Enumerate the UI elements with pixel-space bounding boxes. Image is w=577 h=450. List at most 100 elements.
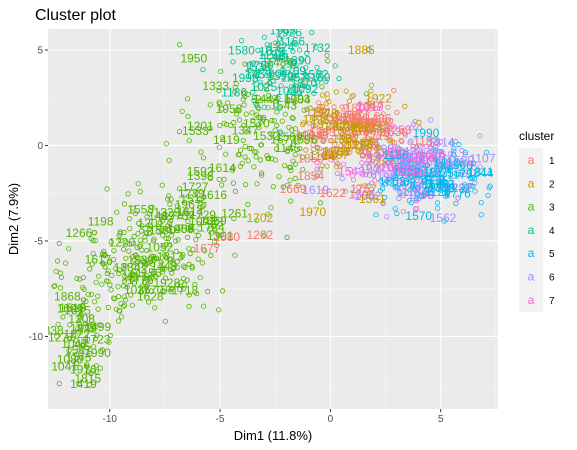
- cluster-3-point: [199, 260, 205, 266]
- cluster-4-point-label: 1390: [267, 69, 294, 83]
- cluster-2-point: [340, 131, 346, 137]
- cluster-6-point-label: 1599: [447, 154, 474, 168]
- cluster-3-point: [88, 291, 95, 297]
- cluster-3-point: [169, 270, 175, 276]
- legend-title: cluster: [519, 129, 554, 143]
- cluster-2-point-label: 1361: [351, 121, 378, 135]
- cluster-3-point: [99, 281, 105, 287]
- cluster-3-point: [324, 52, 330, 59]
- cluster-2-point: [362, 136, 368, 142]
- cluster-3-point: [205, 288, 211, 294]
- cluster-3-point: [202, 248, 208, 254]
- cluster-7-point-label: 1650: [400, 165, 427, 179]
- cluster-2-point: [325, 126, 331, 132]
- cluster-3-point: [166, 193, 172, 199]
- cluster-3-point: [101, 261, 107, 267]
- cluster-3-point: [184, 277, 190, 283]
- cluster-3-point-label: 1673: [270, 133, 297, 147]
- cluster-3-point: [139, 247, 145, 253]
- cluster-3-point: [274, 109, 280, 115]
- cluster-3-point: [201, 303, 207, 309]
- cluster-3-point: [163, 141, 169, 147]
- cluster-3-point-label: 1592: [187, 164, 214, 178]
- cluster-3-point-label: 1080: [57, 353, 84, 367]
- cluster-2-point: [342, 120, 349, 126]
- cluster-5-point: [413, 161, 419, 167]
- cluster-4-point: [284, 96, 290, 103]
- cluster-3-point: [219, 106, 225, 112]
- cluster-1-point: [374, 120, 380, 126]
- cluster-3-point-label: 1770: [137, 283, 164, 297]
- cluster-4-point: [277, 36, 283, 42]
- cluster-1-point-label: 1486: [365, 111, 392, 125]
- cluster-3-point: [86, 382, 93, 388]
- cluster-3-point: [272, 40, 278, 46]
- cluster-3-point: [287, 177, 293, 183]
- cluster-5-point: [471, 160, 477, 166]
- cluster-6-point-label: 1562: [430, 211, 457, 225]
- cluster-4-point: [304, 84, 310, 90]
- cluster-2-point: [355, 130, 361, 136]
- x-tick-label: 0: [328, 414, 334, 425]
- cluster-5-point: [421, 178, 427, 184]
- cluster-3-point: [265, 211, 271, 217]
- cluster-7-point: [364, 169, 370, 175]
- cluster-3-point-label: 1124: [309, 149, 335, 163]
- cluster-6-point: [392, 145, 398, 151]
- cluster-5-point-label: 1844: [467, 166, 494, 180]
- cluster-4-point: [251, 97, 257, 104]
- cluster-4-point-label: 1109: [305, 71, 331, 85]
- legend-label: 3: [549, 203, 555, 214]
- cluster-5-point: [393, 183, 399, 190]
- cluster-4-point: [304, 50, 310, 56]
- cluster-3-point: [66, 306, 72, 312]
- cluster-3-point: [177, 41, 183, 48]
- cluster-1-point: [326, 128, 332, 134]
- cluster-3-point: [76, 381, 82, 387]
- cluster-7-point: [444, 183, 450, 189]
- cluster-3-point: [263, 83, 269, 89]
- cluster-6-point: [408, 138, 414, 144]
- cluster-3-point-label: 1145: [275, 141, 301, 155]
- cluster-4-point: [293, 70, 299, 76]
- cluster-4-point: [279, 55, 286, 61]
- cluster-3-point: [258, 142, 265, 148]
- cluster-6-point: [403, 164, 409, 170]
- cluster-3-point: [139, 228, 145, 234]
- cluster-2-point: [314, 144, 320, 150]
- cluster-3-point: [292, 161, 298, 167]
- cluster-6-point: [437, 139, 444, 145]
- cluster-4-point: [281, 69, 287, 75]
- cluster-2-point: [344, 126, 350, 132]
- cluster-3-point-label: 1449: [151, 259, 178, 273]
- cluster-4-point-label: 1968: [270, 24, 297, 38]
- cluster-3-point-label: 1347: [232, 124, 259, 138]
- cluster-3-point: [73, 351, 80, 357]
- cluster-5-point: [418, 193, 425, 199]
- cluster-3-point: [131, 233, 137, 239]
- cluster-5-point: [433, 147, 439, 153]
- cluster-3-point: [158, 259, 164, 265]
- cluster-2-point: [321, 136, 327, 143]
- cluster-3-point: [146, 299, 152, 305]
- cluster-1-point: [331, 113, 337, 119]
- legend-label: 4: [549, 226, 555, 237]
- cluster-5-point: [483, 149, 490, 155]
- cluster-2-point-label: 1561: [359, 192, 386, 206]
- cluster-3-point-label: 1793: [284, 92, 311, 106]
- cluster-4-point: [250, 60, 256, 66]
- cluster-7-point: [360, 172, 366, 178]
- cluster-1-point-label: 1854: [297, 169, 324, 183]
- cluster-3-point: [159, 227, 165, 233]
- cluster-3-point: [130, 264, 137, 270]
- cluster-6-point-label: 1189: [394, 147, 420, 161]
- cluster-3-point: [230, 180, 237, 186]
- cluster-3-point: [165, 285, 171, 291]
- cluster-3-point: [163, 235, 169, 241]
- cluster-2-point: [308, 137, 314, 143]
- cluster-3-point: [208, 252, 214, 258]
- cluster-1-point: [310, 123, 316, 129]
